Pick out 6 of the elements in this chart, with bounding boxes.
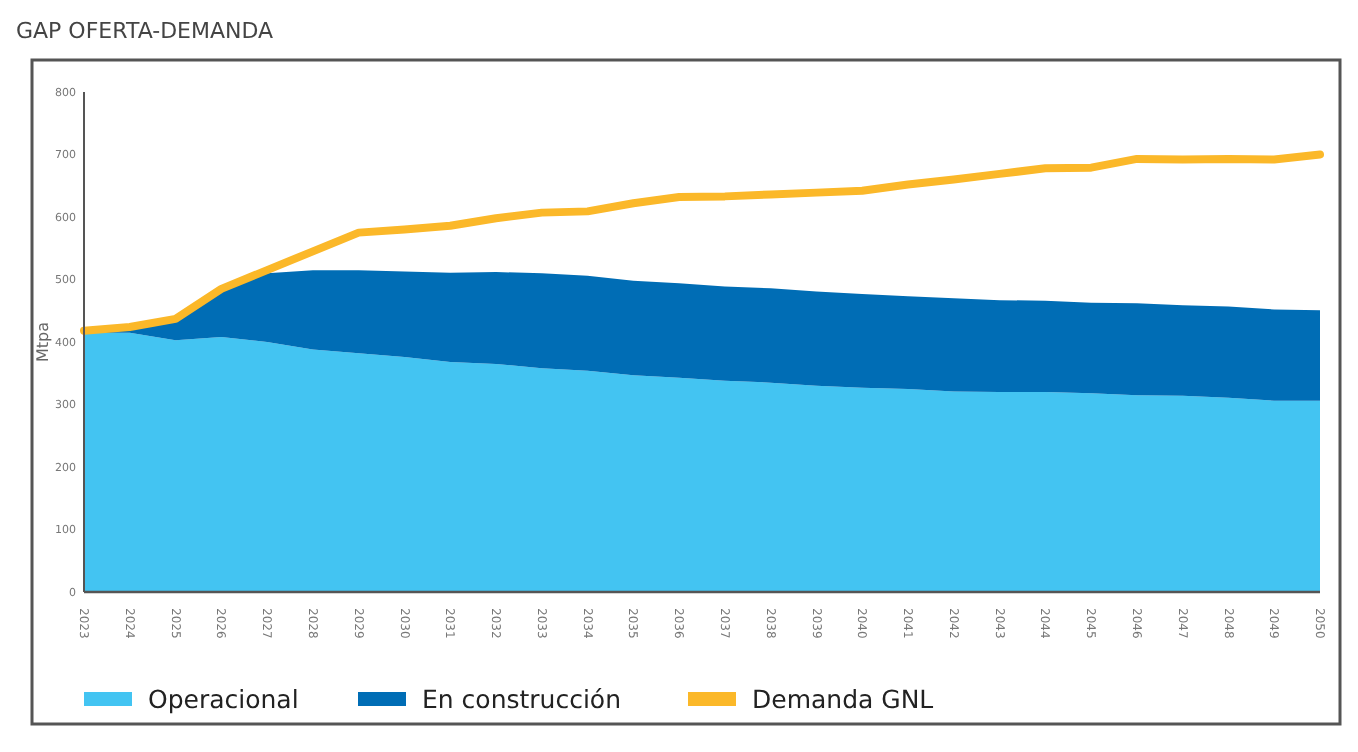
- legend-label: Operacional: [148, 684, 299, 714]
- line-series: [80, 150, 1324, 335]
- y-axis-title: Mtpa: [34, 321, 52, 363]
- legend-label: Demanda GNL: [752, 684, 934, 714]
- chart-title: GAP OFERTA-DEMANDA: [16, 18, 275, 44]
- legend-label: En construcción: [422, 684, 621, 714]
